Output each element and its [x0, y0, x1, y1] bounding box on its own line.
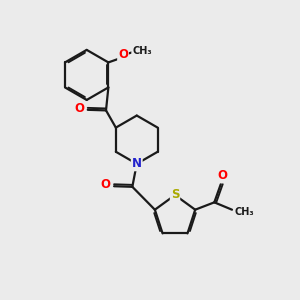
- Text: CH₃: CH₃: [132, 46, 152, 56]
- Text: O: O: [217, 169, 227, 182]
- Text: N: N: [132, 157, 142, 170]
- Text: O: O: [118, 48, 128, 61]
- Text: O: O: [74, 102, 84, 115]
- Text: S: S: [171, 188, 179, 201]
- Text: CH₃: CH₃: [235, 207, 254, 217]
- Text: O: O: [100, 178, 110, 191]
